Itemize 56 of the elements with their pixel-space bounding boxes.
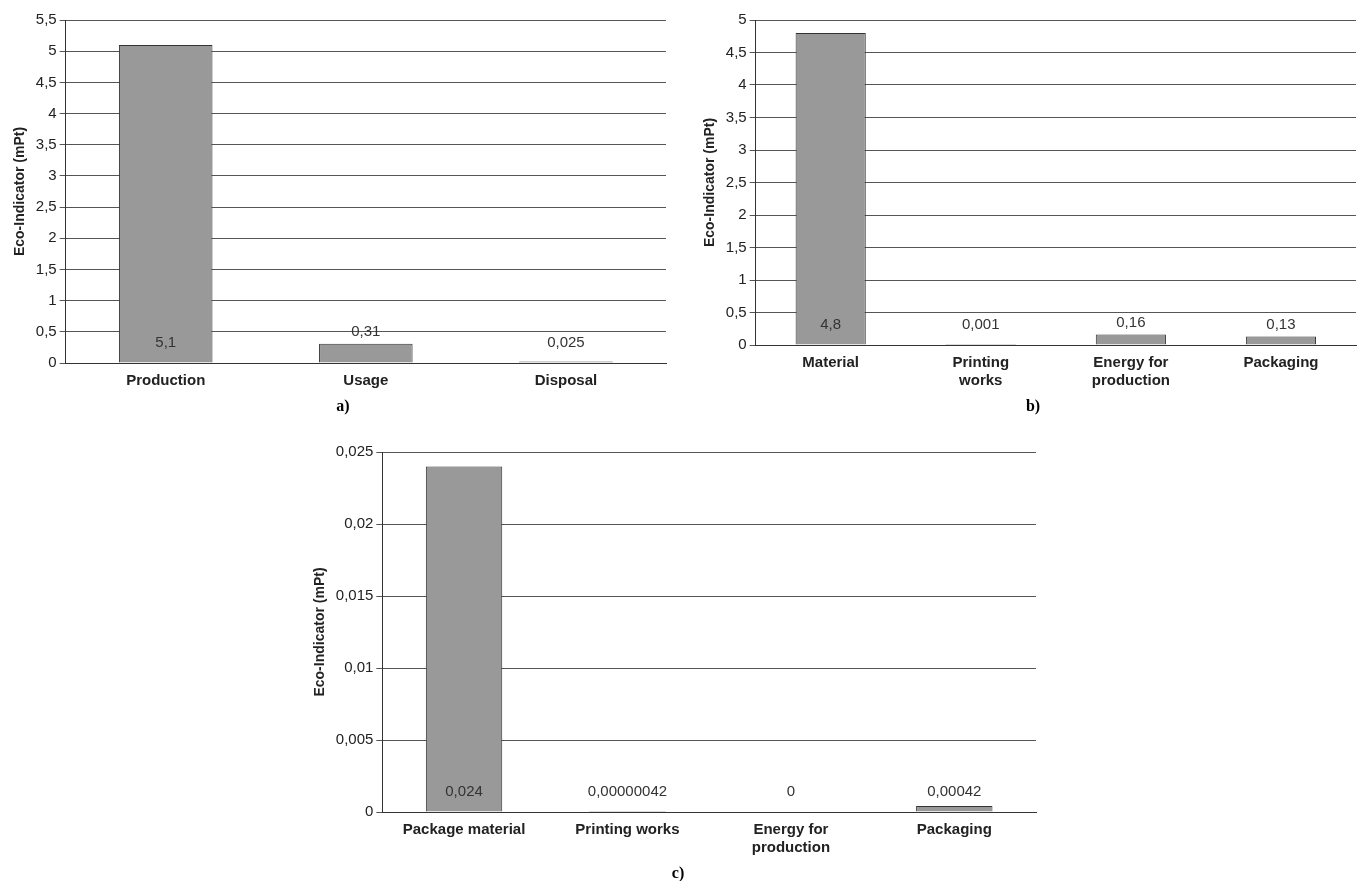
data-label: 0	[786, 782, 796, 800]
x-tick-label: Energy for production	[751, 820, 831, 856]
y-tick-label: 0	[48, 353, 57, 371]
y-tick-label: 0,005	[335, 730, 374, 748]
y-tick-label: 5	[738, 10, 747, 28]
x-tick-label: Material	[802, 353, 860, 371]
y-tick-label: 2,5	[725, 172, 747, 190]
y-tick-label: 0,015	[335, 586, 374, 604]
y-tick-label: 4	[48, 103, 57, 121]
data-label: 0,13	[1266, 314, 1296, 332]
y-tick-label: 1,5	[35, 259, 57, 277]
x-tick-label: Package material	[402, 820, 526, 838]
y-tick-label: 1,5	[725, 237, 747, 255]
data-label: 0,024	[445, 782, 483, 800]
y-tick-label: 0,02	[344, 514, 374, 532]
y-tick-label: 3	[738, 140, 747, 158]
x-tick-label: Disposal	[534, 371, 598, 389]
data-label: 5,1	[155, 333, 177, 351]
y-axis-title: Eco-Indicator (mPt)	[311, 567, 328, 697]
y-tick-label: 1	[738, 270, 747, 288]
y-tick-label: 0	[364, 802, 374, 820]
y-tick-label: 0,01	[344, 658, 374, 676]
x-tick-label: Printing works	[952, 353, 1010, 389]
y-tick-label: 5,5	[35, 10, 57, 28]
data-label: 4,8	[820, 315, 842, 333]
y-tick-label: 2	[738, 205, 747, 223]
y-tick-label: 0,025	[335, 442, 374, 460]
data-label: 0,025	[547, 333, 585, 351]
data-label: 0,00042	[927, 782, 982, 800]
y-axis-title: Eco-Indicator (mPt)	[701, 117, 718, 248]
y-tick-label: 2,5	[35, 197, 57, 215]
y-tick-label: 4,5	[725, 42, 747, 60]
y-tick-label: 0,5	[725, 302, 747, 320]
x-tick-label: Packaging	[916, 820, 992, 838]
x-tick-label: Packaging	[1243, 353, 1319, 371]
y-tick-label: 3,5	[35, 134, 57, 152]
y-tick-label: 5	[48, 41, 57, 59]
y-tick-label: 0	[738, 335, 747, 353]
y-tick-label: 2	[48, 228, 57, 246]
text: a)	[335, 397, 351, 415]
x-tick-label: Production	[126, 371, 206, 389]
y-tick-label: 0,5	[35, 321, 57, 339]
x-tick-label: Usage	[343, 371, 389, 389]
text: c)	[670, 864, 686, 881]
text: b)	[1024, 397, 1042, 415]
x-tick-label: Energy for production	[1091, 353, 1171, 389]
data-label: 0,16	[1116, 312, 1146, 330]
x-tick-label: Printing works	[575, 820, 680, 838]
y-tick-label: 3,5	[725, 107, 747, 125]
y-tick-label: 4,5	[35, 72, 57, 90]
y-tick-label: 4	[738, 75, 747, 93]
data-label: 0,001	[962, 315, 1000, 333]
data-label: 0,00000042	[587, 782, 668, 800]
y-axis-title: Eco-Indicator (mPt)	[11, 126, 28, 257]
y-tick-label: 3	[48, 166, 57, 184]
y-tick-label: 1	[48, 290, 57, 308]
